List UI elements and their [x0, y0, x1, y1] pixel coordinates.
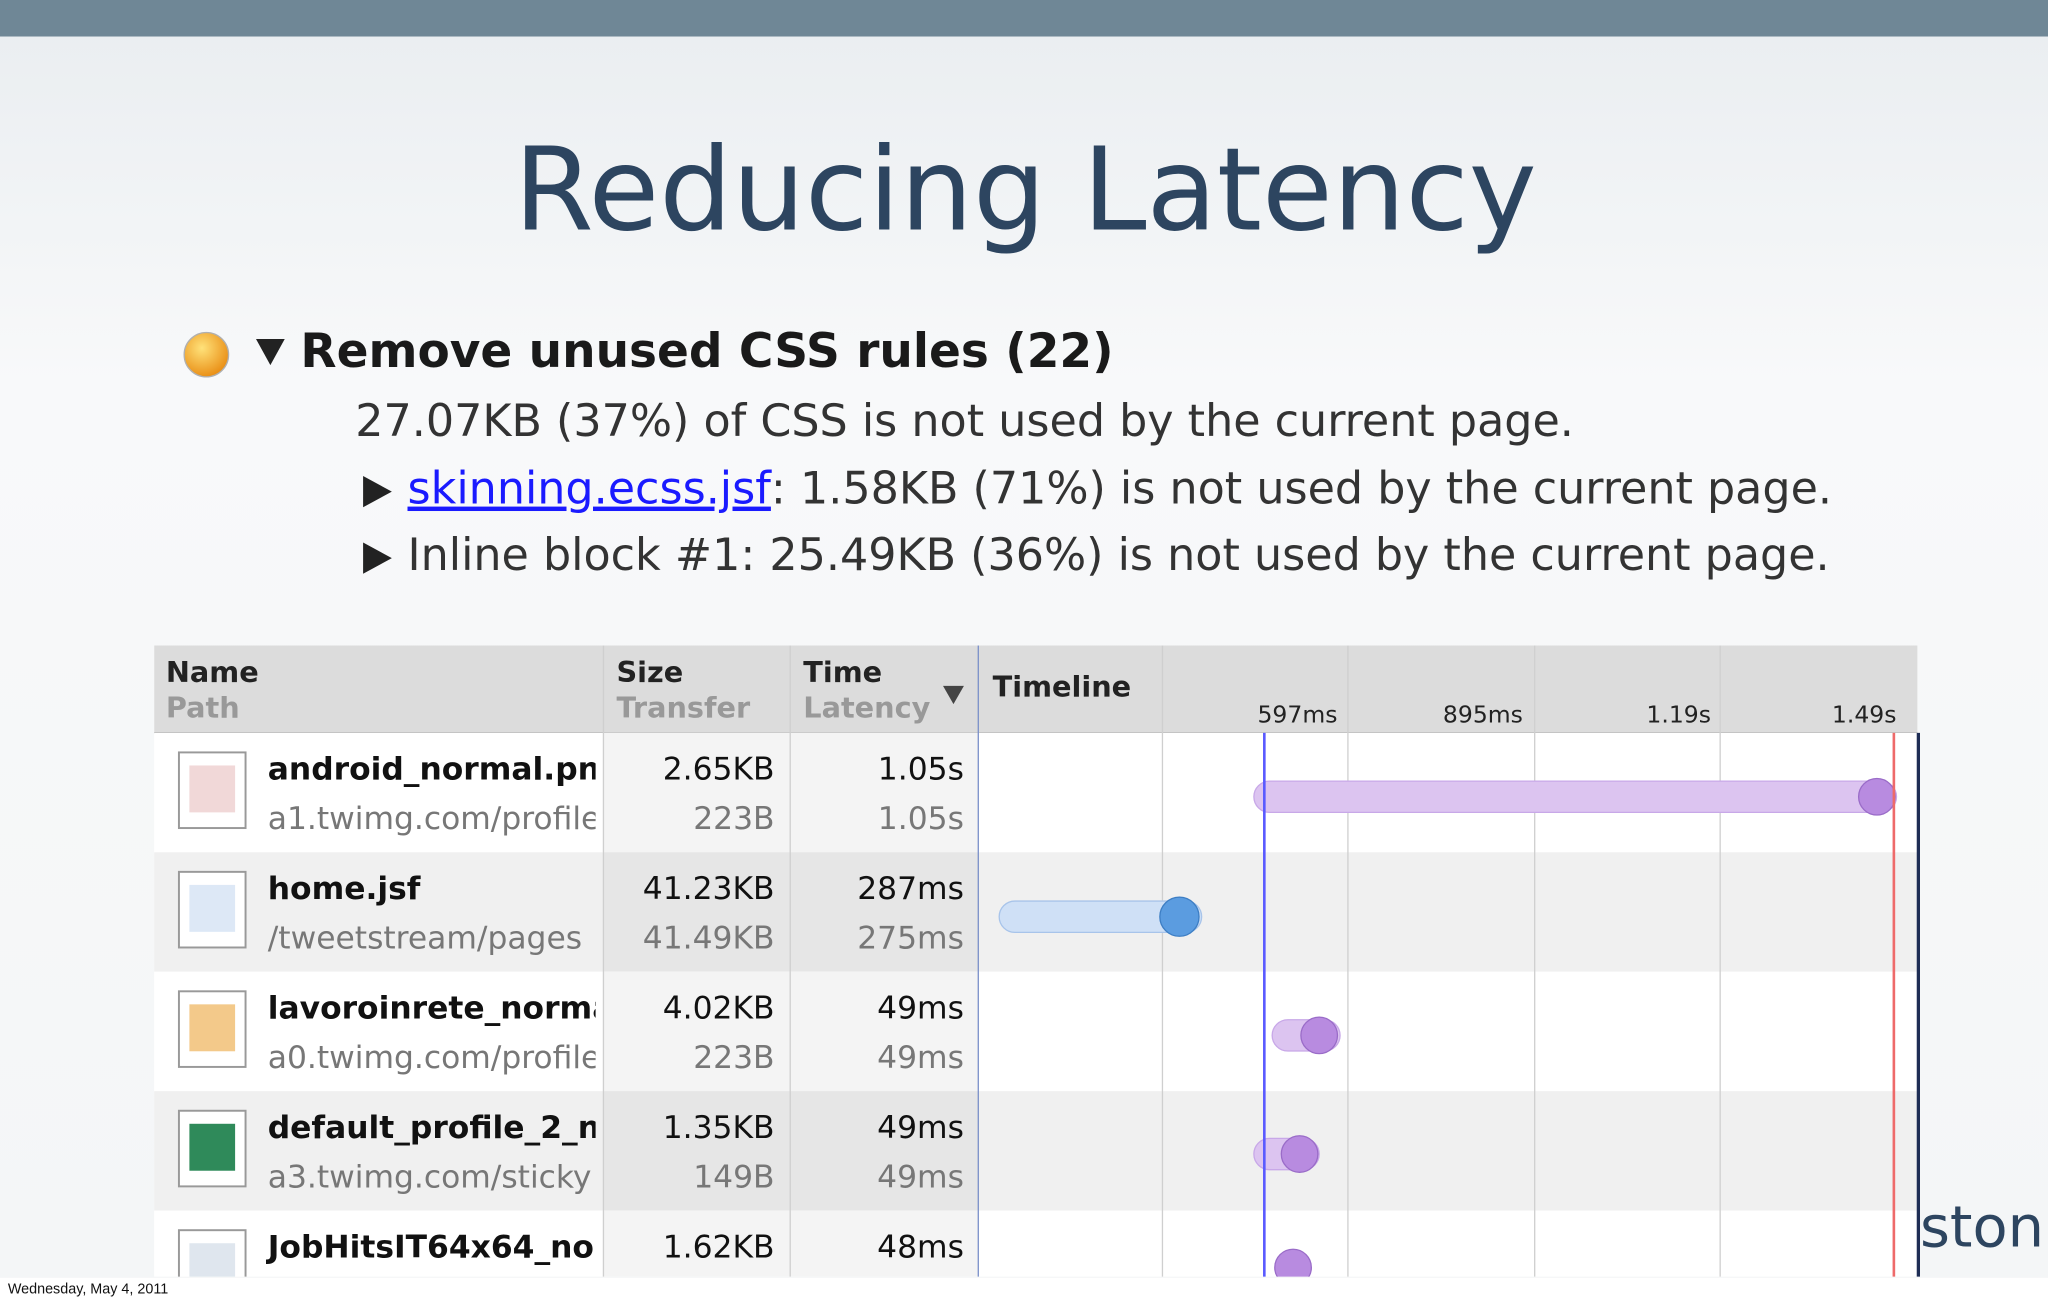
timeline-tick: 1.19s: [1646, 700, 1711, 728]
timeline-bar: [998, 900, 1203, 934]
size: 2.65KB: [663, 752, 775, 788]
resource-path: /tweetstream/pages: [268, 921, 582, 957]
rule-item: skinning.ecss.jsf: 1.58KB (71%) is not u…: [408, 464, 1833, 515]
file-icon-inner: [189, 884, 236, 932]
column-subtitle: Path: [166, 690, 240, 724]
sort-arrow: [943, 685, 964, 705]
timeline-tick: 895ms: [1443, 700, 1523, 728]
row-bg: [154, 1210, 1918, 1277]
transfer: 223B: [693, 801, 774, 837]
latency: 275ms: [857, 921, 964, 957]
column-title: Size: [616, 655, 683, 689]
size: 1.62KB: [663, 1229, 775, 1265]
latency: 49ms: [877, 1160, 964, 1196]
transfer: 149B: [693, 1160, 774, 1196]
timeline-bar-end: [1274, 1248, 1312, 1277]
resource-name: JobHitsIT64x64_nor: [266, 1229, 610, 1265]
timeline-bar-end: [1280, 1135, 1319, 1173]
latency: 1.05s: [878, 801, 964, 837]
resource-path: a1.twimg.com/profile: [268, 801, 601, 837]
column-subtitle: Transfer: [616, 690, 751, 724]
file-icon-inner: [189, 1004, 236, 1052]
item-arrow: [363, 542, 392, 574]
latency: 49ms: [877, 1040, 964, 1076]
resource-path: a0.twimg.com/profile: [268, 1040, 601, 1076]
size: 1.35KB: [663, 1110, 775, 1146]
transfer: 41.49KB: [643, 921, 775, 957]
resource-name: lavoroinrete_normal: [268, 991, 624, 1027]
row-bg: [154, 971, 1918, 1092]
name-column: android_normal.png a1.twimg.com/profile ho…: [266, 752, 624, 1266]
time: 1.05s: [878, 752, 964, 788]
time: 287ms: [857, 871, 964, 907]
timeline-tick: 597ms: [1257, 700, 1337, 728]
item-text: : 1.58KB (71%) is not used by the curren…: [771, 464, 1832, 515]
transfer: 223B: [693, 1040, 774, 1076]
resource-name: android_normal.png: [268, 752, 623, 788]
item-arrow: [363, 475, 392, 508]
file-icon-inner: [189, 1243, 236, 1277]
time: 49ms: [877, 1110, 964, 1146]
column-subtitle: Latency: [803, 690, 930, 724]
timeline-bar-end: [1857, 777, 1896, 816]
logo: ston: [1920, 1194, 2044, 1261]
top-band: [0, 0, 2048, 37]
timeline-bar-end: [1159, 896, 1200, 937]
timeline-overlay: [998, 732, 1920, 1277]
size: 4.02KB: [663, 991, 775, 1027]
time: 48ms: [877, 1229, 964, 1265]
row-bg: [154, 1091, 1918, 1211]
column-title: Time: [803, 655, 882, 689]
timeline-bar-end: [1300, 1016, 1339, 1055]
column-title: Timeline: [993, 670, 1131, 704]
timeline-tick: 1.49s: [1832, 700, 1897, 728]
rule-heading: Remove unused CSS rules (22): [300, 324, 1113, 379]
file-icon-inner: [189, 1123, 236, 1171]
rule-item: Inline block #1: 25.49KB (36%) is not us…: [408, 530, 1830, 581]
slide-title: Reducing Latency: [514, 124, 1537, 258]
resource-name: home.jsf: [268, 871, 421, 907]
status-icon: [183, 331, 230, 378]
table-header: [154, 645, 1918, 733]
time: 49ms: [877, 991, 964, 1027]
rule-summary: 27.07KB (37%) of CSS is not used by the …: [355, 396, 1574, 447]
column-title: Name: [166, 655, 259, 689]
size: 41.23KB: [643, 871, 775, 907]
date: Wednesday, May 4, 2011: [8, 1281, 168, 1297]
item-link[interactable]: skinning.ecss.jsf: [408, 464, 773, 515]
timeline-bar: [1253, 780, 1898, 814]
expand-arrow: [256, 339, 285, 366]
file-icon-inner: [189, 765, 236, 813]
resource-path: a3.twimg.com/sticky: [268, 1160, 592, 1196]
footer: [0, 1277, 2048, 1304]
resource-name: default_profile_2_nc: [268, 1110, 619, 1146]
